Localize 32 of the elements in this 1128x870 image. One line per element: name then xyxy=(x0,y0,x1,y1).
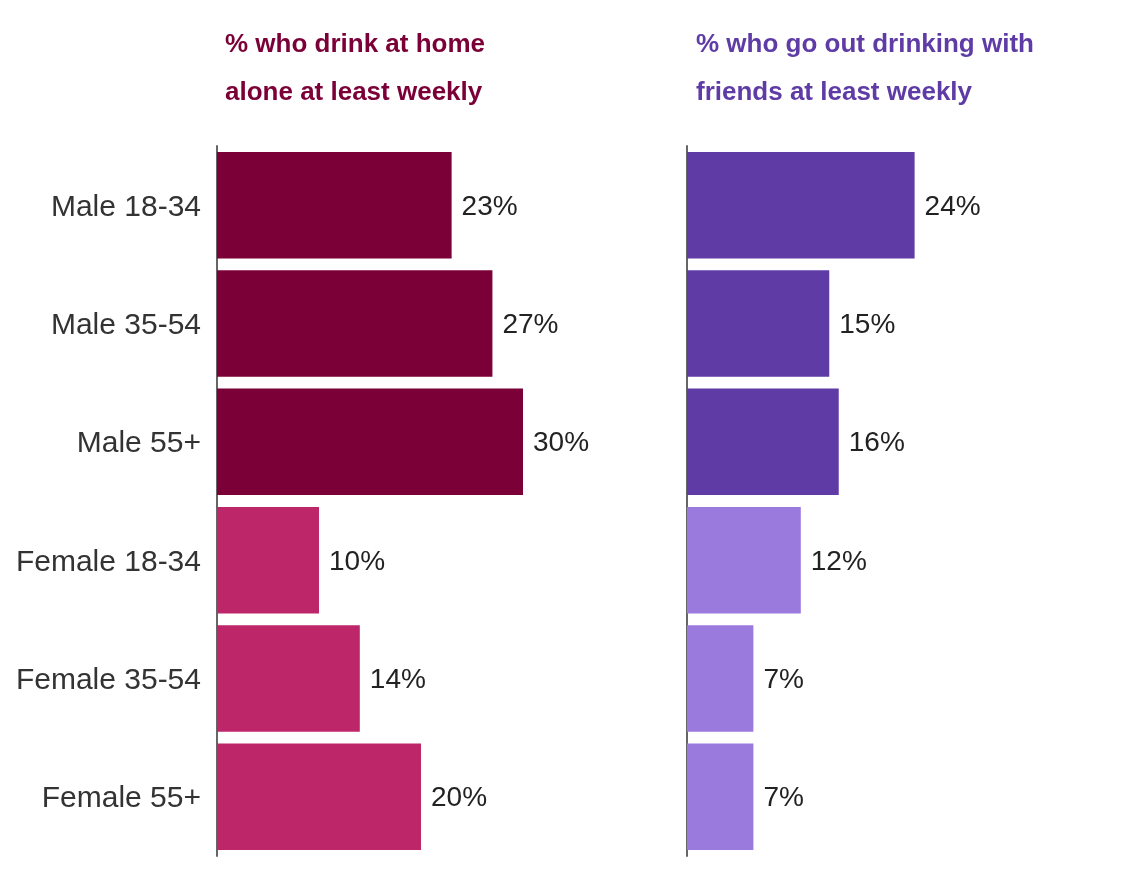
y-tick-label: Female 35-54 xyxy=(15,662,201,695)
data-label: 16% xyxy=(848,426,905,458)
data-label: 7% xyxy=(763,663,804,694)
data-label: 10% xyxy=(329,544,386,576)
data-label: 14% xyxy=(369,663,426,694)
bar xyxy=(687,743,754,851)
data-label: 7% xyxy=(763,781,804,813)
bar xyxy=(217,625,360,732)
y-tick-label: Female 18-34 xyxy=(15,543,201,577)
bar xyxy=(687,151,915,259)
bar xyxy=(217,506,320,614)
data-label: 24% xyxy=(924,189,981,221)
chart-title: % who go out drinking with friends at least weekly xyxy=(696,28,1042,106)
bar xyxy=(687,388,839,496)
bar xyxy=(687,625,754,732)
y-tick-label: Male 35-54 xyxy=(50,307,201,340)
bar xyxy=(217,743,422,851)
chart-title: % who drink at home alone at least weekly xyxy=(225,28,493,106)
bar xyxy=(687,270,830,377)
bar xyxy=(687,506,801,614)
y-tick-label: Male 55+ xyxy=(76,425,201,459)
y-tick-label: Female 55+ xyxy=(41,780,201,814)
y-tick-label: Male 18-34 xyxy=(50,188,201,222)
data-label: 12% xyxy=(810,544,867,576)
bar xyxy=(217,270,493,377)
data-label: 20% xyxy=(431,781,488,813)
data-label: 27% xyxy=(502,308,559,339)
bar xyxy=(217,151,452,259)
data-label: 15% xyxy=(839,308,896,339)
data-label: 23% xyxy=(461,189,518,221)
data-label: 30% xyxy=(533,426,590,458)
bar xyxy=(217,388,524,496)
